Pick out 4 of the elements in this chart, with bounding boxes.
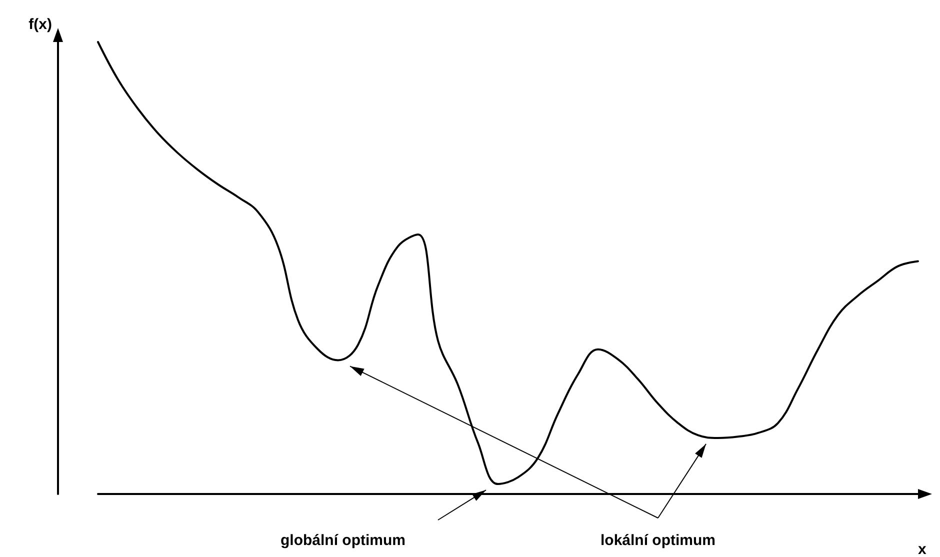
y-axis-title: f(x) (28, 16, 52, 33)
text: globální optimum (280, 532, 406, 549)
text: lokální optimum (600, 532, 716, 549)
x-axis-title: x (918, 541, 927, 557)
